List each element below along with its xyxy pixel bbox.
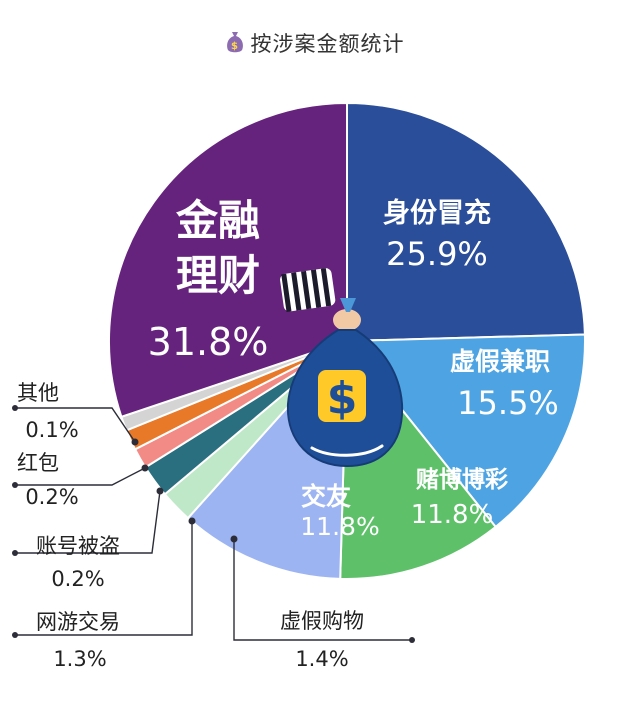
- callout-pct-5: 1.4%: [295, 647, 348, 671]
- chart-title: $ 按涉案金额统计: [0, 28, 629, 59]
- pie-slice-1: [346, 101, 586, 343]
- slice-label-name-1: 身份冒充: [383, 197, 491, 229]
- slice-label-name-4: 交友: [301, 482, 351, 511]
- leader-end-dot-9: [12, 405, 18, 411]
- callout-pct-7: 0.2%: [51, 567, 104, 591]
- callout-name-7: 账号被盗: [36, 534, 120, 558]
- slice-label-name-10a: 金融: [175, 196, 260, 245]
- bag-tie: [340, 298, 356, 312]
- svg-text:$: $: [231, 41, 239, 52]
- leader-end-dot-8: [12, 482, 18, 488]
- leader-dot-6: [188, 517, 196, 525]
- slice-label-pct-1: 25.9%: [386, 235, 488, 273]
- leader-end-dot-7: [12, 550, 18, 556]
- leader-end-dot-6: [12, 632, 18, 638]
- leader-line-5: [233, 539, 412, 641]
- callout-name-9: 其他: [17, 381, 59, 405]
- slice-label-name-10b: 理财: [176, 251, 260, 300]
- callout-pct-8: 0.2%: [25, 485, 78, 509]
- slice-label-pct-10: 31.8%: [148, 320, 269, 364]
- slice-label-name-3: 赌博博彩: [416, 466, 508, 493]
- pie-slice-2: [344, 333, 586, 529]
- callout-name-5: 虚假购物: [280, 609, 364, 633]
- slice-label-name-2: 虚假兼职: [450, 347, 550, 376]
- leader-line-6: [15, 521, 193, 636]
- callout-pct-6: 1.3%: [53, 647, 106, 671]
- chart-title-text: 按涉案金额统计: [250, 32, 405, 56]
- slice-label-pct-3: 11.8%: [411, 500, 494, 530]
- callout-name-6: 网游交易: [36, 610, 120, 634]
- money-bag-icon: $: [225, 30, 245, 59]
- leader-dot-5: [230, 535, 238, 543]
- dollar-sign-icon: [318, 370, 366, 422]
- leader-end-dot-5: [409, 637, 415, 643]
- leader-line-8: [15, 467, 146, 486]
- money-bag-illustration: $: [280, 268, 404, 468]
- callout-pct-9: 0.1%: [25, 418, 78, 442]
- hand: [333, 309, 361, 331]
- callout-name-8: 红包: [17, 451, 59, 475]
- striped-arm: [280, 268, 336, 312]
- leader-dot-9: [131, 438, 139, 446]
- pie-slice-10: [108, 101, 348, 419]
- leader-dot-8: [141, 464, 149, 472]
- slice-label-pct-2: 15.5%: [457, 384, 559, 422]
- leader-line-7: [15, 490, 161, 554]
- svg-text:$: $: [327, 373, 358, 424]
- leader-line-9: [15, 407, 136, 443]
- slice-label-pct-4: 11.8%: [300, 512, 379, 541]
- leader-dot-7: [156, 487, 164, 495]
